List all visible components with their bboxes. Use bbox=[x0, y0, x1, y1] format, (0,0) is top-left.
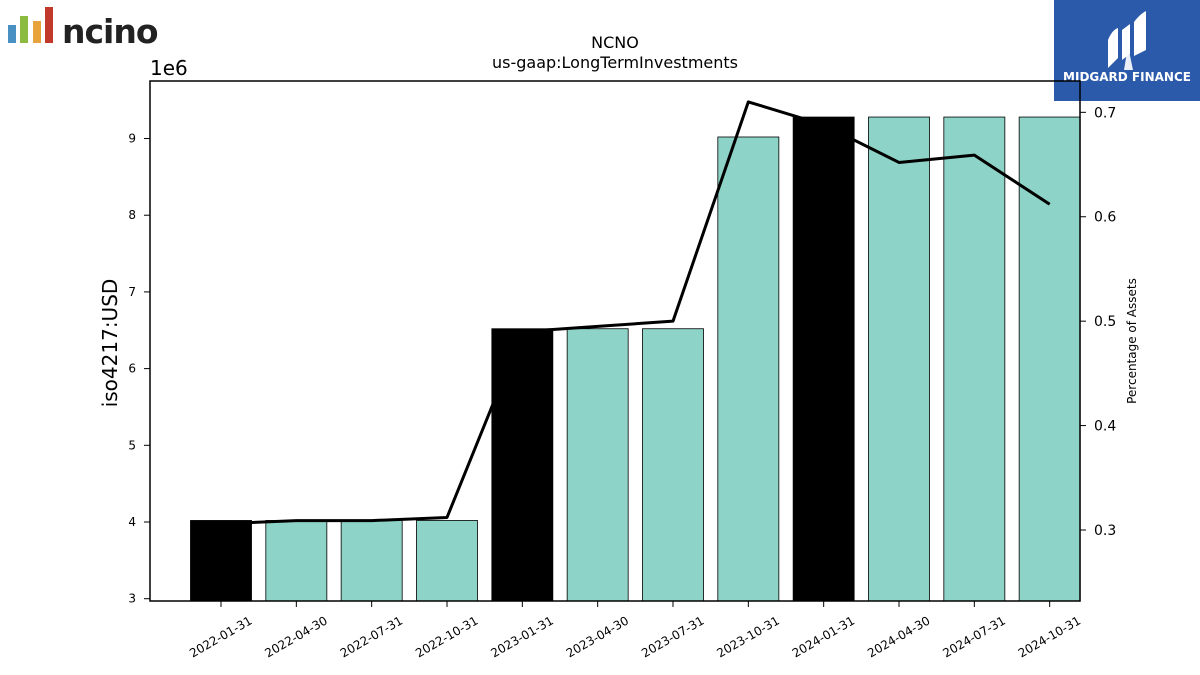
chart-title: NCNO bbox=[591, 33, 639, 52]
y-tick-label: 6 bbox=[128, 362, 136, 376]
bar-2023-04-30 bbox=[566, 328, 629, 602]
bar-2023-01-31 bbox=[491, 328, 554, 602]
plot-frame bbox=[149, 80, 1081, 602]
x-tick-label: 2022-01-31 bbox=[187, 613, 254, 660]
logo-bar-4 bbox=[45, 7, 53, 43]
bar-2022-07-31 bbox=[340, 520, 403, 602]
logo-bar-2 bbox=[20, 16, 28, 43]
y-tick-label: 9 bbox=[128, 132, 136, 146]
right-y-axis-label: Percentage of Assets bbox=[1125, 278, 1139, 404]
bar-2022-10-31 bbox=[416, 520, 478, 602]
x-tick-label: 2023-07-31 bbox=[639, 613, 706, 660]
x-tick-label: 2022-04-30 bbox=[262, 613, 329, 660]
bar-2023-10-31 bbox=[717, 136, 780, 602]
y2-tick-label: 0.5 bbox=[1094, 314, 1116, 330]
y2-tick-label: 0.3 bbox=[1094, 523, 1116, 539]
bar-series bbox=[190, 116, 1081, 602]
left-y-axis: 3 4 5 6 7 8 9 bbox=[128, 132, 150, 606]
x-axis: 2022-01-31 2022-04-30 2022-07-31 2022-10-31… bbox=[187, 601, 1083, 660]
x-tick-label: 2023-04-30 bbox=[564, 613, 631, 660]
x-tick-label: 2023-10-31 bbox=[714, 613, 781, 660]
bar-2024-01-31 bbox=[792, 116, 855, 602]
y2-tick-label: 0.4 bbox=[1094, 419, 1116, 435]
midgard-finance-text: MIDGARD FINANCE bbox=[1063, 70, 1191, 84]
x-tick-label: 2022-07-31 bbox=[338, 613, 405, 660]
y2-tick-label: 0.7 bbox=[1094, 105, 1116, 121]
logo-bar-1 bbox=[8, 25, 16, 43]
midgard-finance-logo: MIDGARD FINANCE bbox=[1054, 0, 1200, 101]
logo-bar-3 bbox=[33, 21, 41, 43]
bar-2022-04-30 bbox=[265, 520, 328, 602]
y2-tick-label: 0.6 bbox=[1094, 210, 1116, 226]
y-tick-label: 7 bbox=[128, 285, 136, 299]
bar-2023-07-31 bbox=[642, 328, 704, 602]
midgard-emblem-icon bbox=[1108, 11, 1146, 70]
y-axis-offset-label: 1e6 bbox=[150, 56, 188, 80]
x-tick-label: 2024-04-30 bbox=[865, 613, 932, 660]
ncino-wordmark: ncino bbox=[62, 12, 158, 51]
x-tick-label: 2024-07-31 bbox=[940, 613, 1007, 660]
line-series bbox=[220, 100, 1051, 526]
y-axis-label: iso4217:USD bbox=[98, 279, 122, 408]
bar-2022-01-31 bbox=[190, 520, 252, 602]
x-tick-label: 2024-10-31 bbox=[1016, 613, 1083, 660]
x-tick-label: 2024-01-31 bbox=[790, 613, 857, 660]
right-y-axis: 0.3 0.4 0.5 0.6 0.7 bbox=[1080, 105, 1116, 539]
y-tick-label: 8 bbox=[128, 208, 136, 222]
percentage-of-assets-line bbox=[220, 100, 1051, 526]
y-tick-label: 4 bbox=[128, 515, 136, 529]
ncino-logo: ncino bbox=[8, 7, 159, 51]
x-tick-label: 2022-10-31 bbox=[413, 613, 480, 660]
chart-subtitle: us-gaap:LongTermInvestments bbox=[492, 53, 738, 72]
y-tick-label: 5 bbox=[128, 438, 136, 452]
bar-2024-07-31 bbox=[943, 116, 1006, 602]
y-tick-label: 3 bbox=[128, 592, 136, 606]
x-tick-label: 2023-01-31 bbox=[488, 613, 555, 660]
bar-2024-04-30 bbox=[868, 116, 930, 602]
